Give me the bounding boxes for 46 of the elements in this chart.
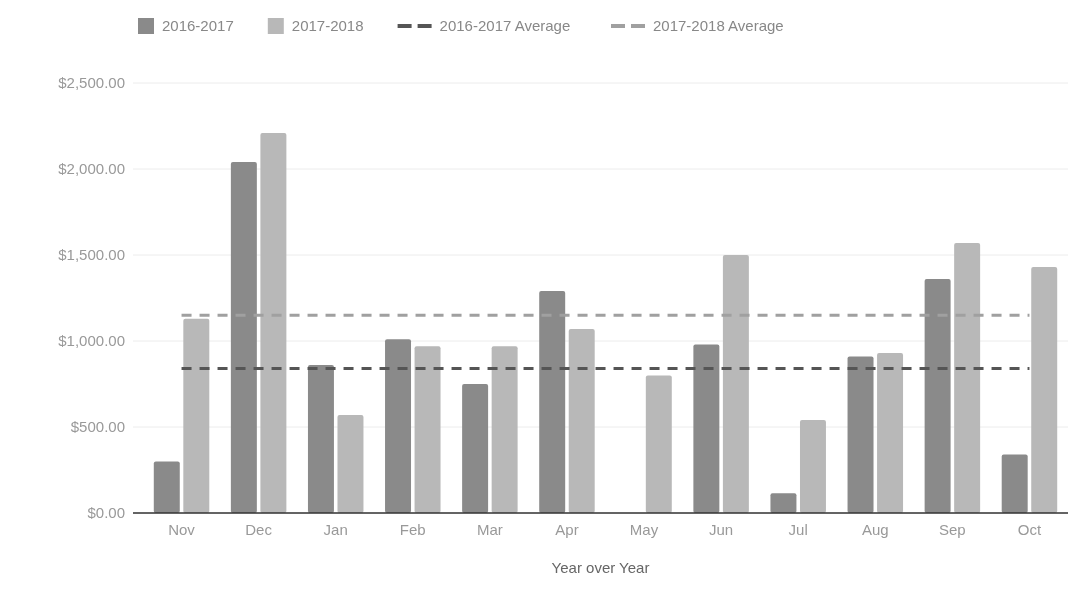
x-tick-label: Jun <box>709 521 734 538</box>
y-tick-label: $0.00 <box>87 504 125 522</box>
x-tick-label: Jan <box>323 521 348 538</box>
bar <box>722 255 749 513</box>
bar <box>260 132 287 513</box>
x-tick-label: Apr <box>555 521 579 538</box>
bar <box>183 318 210 513</box>
y-tick-label: $1,500.00 <box>58 246 125 264</box>
bar <box>924 279 951 513</box>
x-tick-label: Mar <box>476 521 503 538</box>
bar <box>307 365 334 513</box>
bar <box>568 328 595 513</box>
legend-label: 2016-2017 Average <box>439 17 571 35</box>
bar <box>1001 454 1028 513</box>
bar <box>1031 267 1058 513</box>
bar <box>847 356 874 513</box>
y-tick-label: $1,000.00 <box>58 332 125 350</box>
bar <box>954 242 981 513</box>
x-axis-title: Year over Year <box>551 559 650 576</box>
y-tick-label: $2,500.00 <box>58 74 125 92</box>
bar <box>414 346 441 513</box>
bar <box>462 384 489 513</box>
bar <box>693 344 720 513</box>
legend-label: 2017-2018 Average <box>653 17 784 35</box>
bar <box>877 353 904 513</box>
y-tick-label: $500.00 <box>70 418 125 436</box>
x-tick-label: May <box>629 521 659 538</box>
x-tick-label: Nov <box>168 521 196 538</box>
bar <box>337 414 364 513</box>
legend-label: 2016-2017 <box>162 17 234 35</box>
x-tick-label: Aug <box>861 521 889 538</box>
legend-label: 2017-2018 <box>291 17 364 35</box>
bar <box>230 162 257 513</box>
x-tick-label: Dec <box>245 521 273 538</box>
bar <box>770 493 797 513</box>
bar <box>153 461 180 513</box>
x-tick-label: Oct <box>1017 521 1042 538</box>
x-tick-label: Jul <box>788 521 808 538</box>
y-tick-label: $2,000.00 <box>58 160 125 178</box>
x-tick-label: Sep <box>939 521 966 538</box>
x-tick-label: Feb <box>399 521 426 538</box>
bar <box>385 339 412 513</box>
bar <box>645 375 672 513</box>
bar <box>539 291 566 513</box>
bar <box>491 346 518 513</box>
bar <box>799 420 826 513</box>
